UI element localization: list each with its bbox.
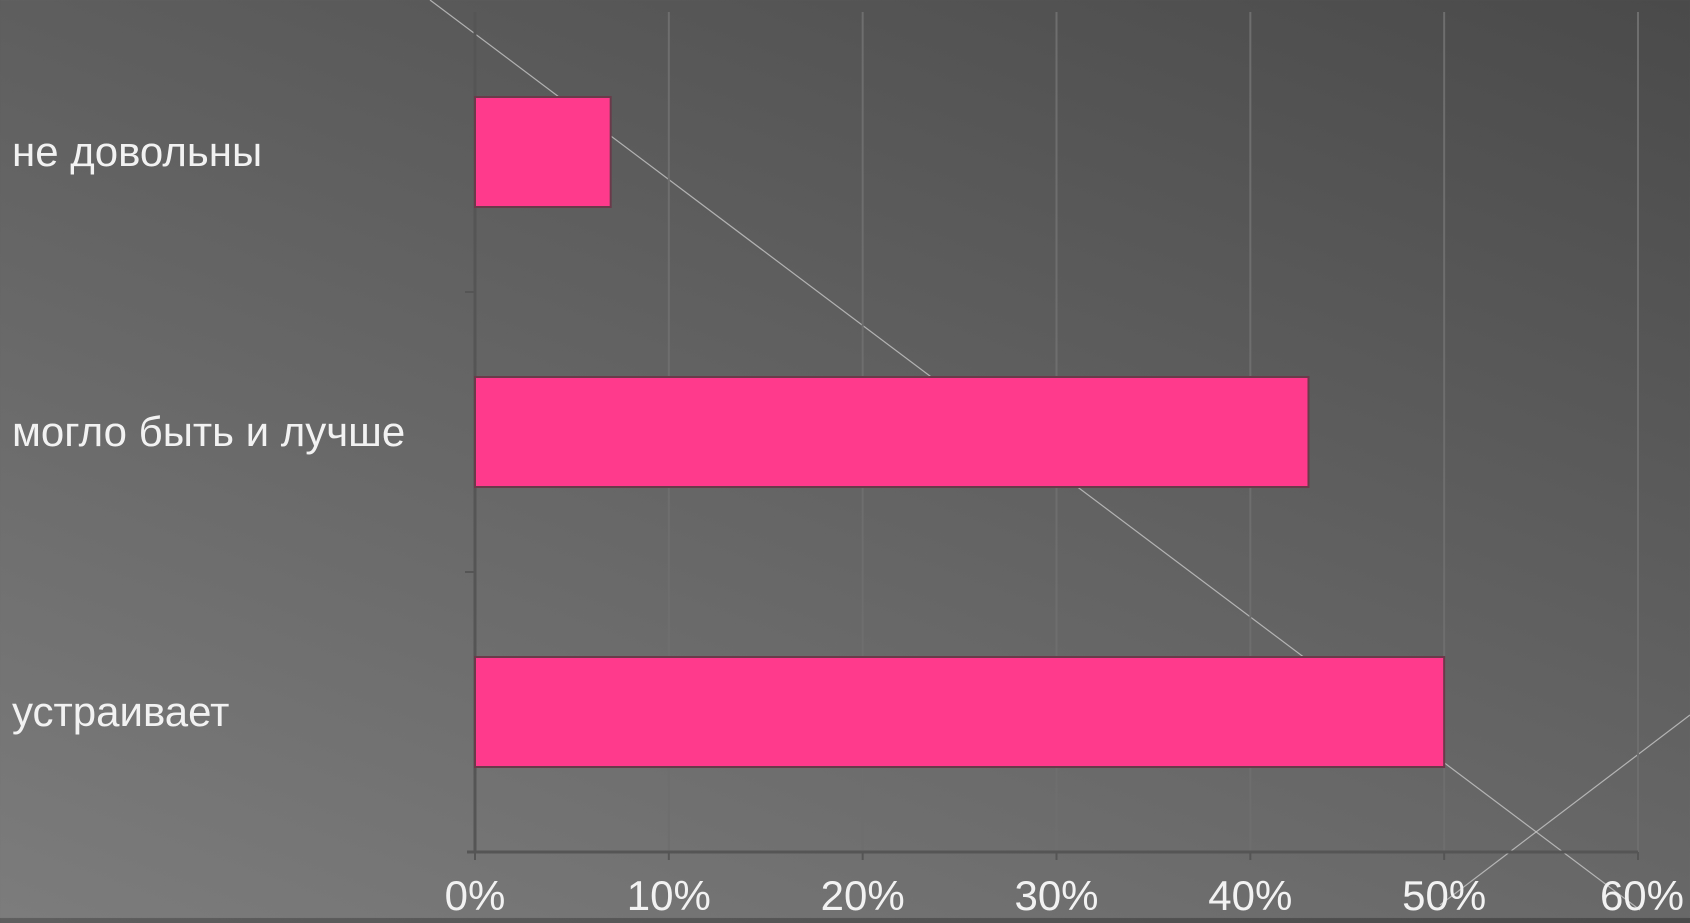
x-tick-label: 30%: [1014, 872, 1098, 918]
x-tick-labels: 0% 10% 20% 30% 40% 50% 60%: [445, 872, 1684, 919]
bar-2: [474, 376, 1310, 488]
category-label: не довольны: [12, 128, 262, 175]
category-label: устраивает: [12, 688, 229, 735]
bars: [474, 96, 1446, 768]
x-tick-label: 0%: [445, 872, 506, 918]
x-tick-label: 50%: [1402, 872, 1486, 918]
category-labels: не довольны могло быть и лучше устраивает: [12, 128, 405, 735]
bar-1: [474, 96, 612, 208]
x-tick-label: 20%: [821, 872, 905, 918]
x-tick-label: 40%: [1208, 872, 1292, 918]
bar-3: [474, 656, 1446, 768]
category-label: могло быть и лучше: [12, 408, 405, 455]
x-tick-label: 10%: [627, 872, 711, 918]
decor-line: [1439, 714, 1690, 906]
x-tick-label: 60%: [1600, 872, 1684, 918]
